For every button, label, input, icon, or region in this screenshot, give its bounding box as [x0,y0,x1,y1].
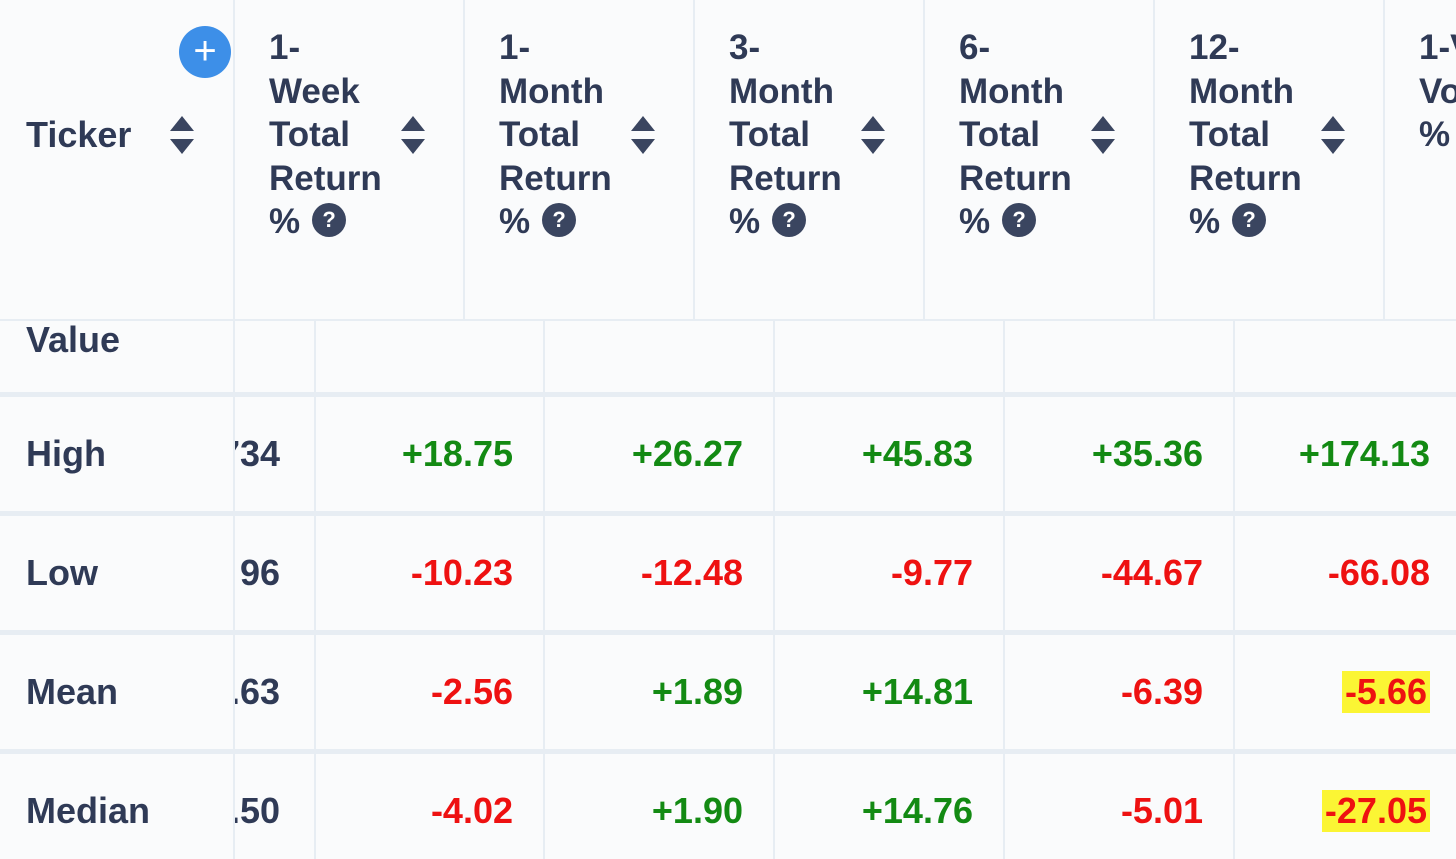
row-label: Value [26,319,121,360]
help-icon[interactable]: ? [542,202,577,237]
help-icon[interactable]: ? [1002,202,1037,237]
cell-value: +14.76 [861,790,973,831]
header-3-month-return[interactable]: 3- Month Total Return %? [695,0,925,319]
cell-value: +174.13 [1298,433,1430,474]
cell-value: +45.83 [861,433,973,474]
header-1-week-volume-partial[interactable]: 1-V Vo % [1385,0,1456,319]
cell-value: -12.48 [640,552,743,593]
table-row: Value [0,319,1456,397]
cell-value: -9.77 [890,552,973,593]
row-label: Low [26,552,98,593]
header-ticker[interactable]: Ticker + [0,0,235,319]
cell-value: -66.08 [1327,552,1430,593]
header-12-month-return[interactable]: 12- Month Total Return %? [1155,0,1385,319]
cell-value: -2.56 [430,671,513,712]
table-row: High 734 +18.75 +26.27 +45.83 +35.36 +17… [0,397,1456,516]
cell-value: +18.75 [401,433,513,474]
column-header-label: 1- Month Total Return %? [499,28,612,241]
row-label: High [26,433,106,474]
cell-value: .50 [235,790,280,831]
cell-value: -4.02 [430,790,513,831]
table-header: Ticker + 1- Week Total Return %? 1- Mont… [0,0,1456,321]
column-header-label: 1- Week Total Return %? [269,28,382,241]
cell-value: -10.23 [410,552,513,593]
cell-value: +26.27 [631,433,743,474]
column-header-label: 12- Month Total Return %? [1189,28,1302,241]
cell-value: 96 [239,552,280,593]
table-row: Low 96 -10.23 -12.48 -9.77 -44.67 -66.08 [0,516,1456,635]
help-icon[interactable]: ? [772,202,807,237]
plus-icon: + [193,29,217,73]
cell-value: -44.67 [1100,552,1203,593]
sort-icon[interactable] [861,116,885,154]
header-1-week-return[interactable]: 1- Week Total Return %? [235,0,465,319]
cell-value: +1.90 [651,790,743,831]
sort-icon[interactable] [1091,116,1115,154]
cell-value: 734 [235,433,280,474]
sort-icon[interactable] [1321,116,1345,154]
sort-icon[interactable] [631,116,655,154]
sort-icon[interactable] [401,116,425,154]
cell-value: .63 [235,671,280,712]
column-header-label: 6- Month Total Return %? [959,28,1072,241]
table-row: Mean .63 -2.56 +1.89 +14.81 -6.39 -5.66 [0,635,1456,754]
sort-ticker-icon[interactable] [170,116,194,154]
table-row: Median .50 -4.02 +1.90 +14.76 -5.01 -27.… [0,754,1456,859]
help-icon[interactable]: ? [312,202,347,237]
header-6-month-return[interactable]: 6- Month Total Return %? [925,0,1155,319]
row-label: Median [26,790,151,831]
cell-value: -6.39 [1120,671,1203,712]
cell-value: +1.89 [651,671,743,712]
highlighted-cell-value: -5.66 [1341,671,1430,713]
cell-value: -5.01 [1120,790,1203,831]
row-label: Mean [26,671,119,712]
help-icon[interactable]: ? [1232,202,1267,237]
cell-value: +14.81 [861,671,973,712]
column-header-label: 3- Month Total Return %? [729,28,842,241]
add-column-button[interactable]: + [179,26,231,78]
column-header-label: 1-V Vo % [1419,28,1456,154]
highlighted-cell-value: -27.05 [1321,790,1430,832]
cell-value: +35.36 [1091,433,1203,474]
ticker-header-label: Ticker [26,114,132,155]
header-1-month-return[interactable]: 1- Month Total Return %? [465,0,695,319]
